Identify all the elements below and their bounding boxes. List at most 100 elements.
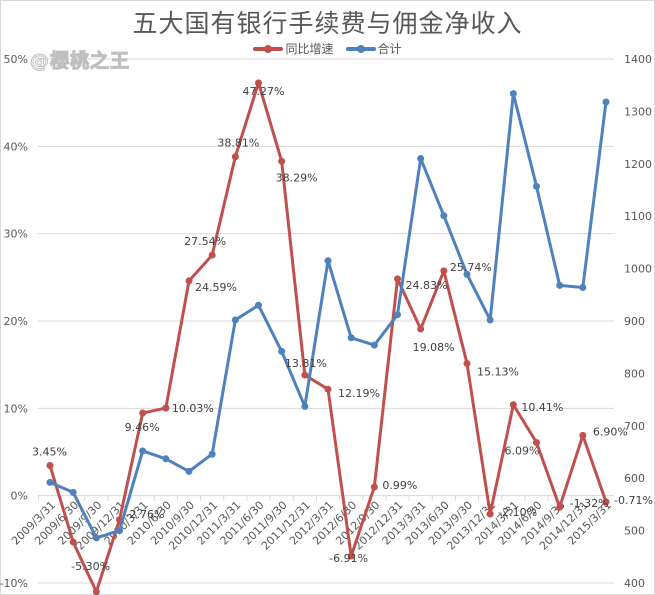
data-point-marker bbox=[231, 153, 239, 161]
data-point-marker bbox=[556, 503, 564, 511]
data-point-marker bbox=[231, 316, 239, 324]
right-axis-tick: 400 bbox=[624, 577, 645, 590]
data-label: 38.81% bbox=[217, 137, 259, 150]
left-axis-tick: 20% bbox=[4, 315, 28, 328]
data-label: 9.46% bbox=[125, 421, 160, 434]
data-point-marker bbox=[463, 360, 471, 368]
data-point-marker bbox=[324, 257, 332, 265]
data-point-marker bbox=[46, 462, 54, 470]
left-axis-tick: -10% bbox=[0, 577, 28, 590]
data-point-marker bbox=[347, 552, 355, 560]
data-point-marker bbox=[46, 478, 54, 486]
data-label: -2.76% bbox=[126, 508, 165, 521]
right-axis-tick: 1400 bbox=[624, 53, 652, 66]
data-label: 13.81% bbox=[285, 357, 327, 370]
data-point-marker bbox=[394, 311, 401, 319]
data-label: 10.41% bbox=[521, 401, 563, 414]
data-point-marker bbox=[185, 467, 193, 475]
right-axis-tick: 1300 bbox=[624, 105, 652, 118]
left-axis-tick: 30% bbox=[4, 228, 28, 241]
data-point-marker bbox=[602, 98, 610, 106]
data-point-marker bbox=[486, 510, 494, 518]
legend-label: 同比增速 bbox=[285, 42, 334, 56]
data-label: 0.99% bbox=[382, 479, 417, 492]
data-label: 25.74% bbox=[450, 261, 492, 274]
data-label: 24.59% bbox=[195, 281, 237, 294]
data-point-marker bbox=[139, 447, 147, 455]
right-axis-tick: 1100 bbox=[624, 210, 652, 223]
data-point-marker bbox=[370, 341, 378, 349]
data-point-marker bbox=[162, 404, 170, 412]
right-axis-tick: 800 bbox=[624, 367, 645, 380]
data-point-marker bbox=[139, 409, 147, 417]
data-label: 3.45% bbox=[32, 446, 67, 459]
data-point-marker bbox=[417, 155, 425, 163]
data-point-marker bbox=[162, 455, 170, 463]
data-label: 38.29% bbox=[276, 171, 318, 184]
left-axis-tick: 50% bbox=[4, 53, 28, 66]
data-point-marker bbox=[602, 498, 610, 506]
data-point-marker bbox=[278, 347, 286, 355]
data-label: 10.03% bbox=[172, 402, 214, 415]
right-axis-tick: 1000 bbox=[624, 263, 652, 276]
data-point-marker bbox=[301, 371, 309, 379]
data-label: 15.13% bbox=[477, 366, 519, 379]
data-point-marker bbox=[69, 538, 77, 546]
data-point-marker bbox=[417, 325, 425, 333]
data-point-marker bbox=[347, 334, 355, 342]
data-point-marker bbox=[208, 450, 216, 458]
left-axis-tick: 10% bbox=[4, 402, 28, 415]
data-point-marker bbox=[509, 401, 517, 409]
right-axis-tick: 700 bbox=[624, 420, 645, 433]
right-axis-tick: 900 bbox=[624, 315, 645, 328]
data-point-marker bbox=[533, 182, 540, 190]
data-point-marker bbox=[579, 431, 587, 439]
data-point-marker bbox=[533, 438, 540, 446]
left-axis-tick: 40% bbox=[4, 140, 28, 153]
data-point-marker bbox=[486, 316, 494, 324]
data-label: 6.90% bbox=[593, 425, 628, 438]
data-label: -6.91% bbox=[329, 552, 368, 565]
data-point-marker bbox=[463, 270, 471, 278]
data-point-marker bbox=[255, 79, 262, 87]
legend-item-growth[interactable]: 同比增速 bbox=[253, 40, 334, 57]
right-axis-tick: 1200 bbox=[624, 158, 652, 171]
right-axis-tick: 600 bbox=[624, 472, 645, 485]
watermark: @樱桃之王 bbox=[29, 50, 131, 73]
data-point-marker bbox=[440, 267, 448, 275]
data-point-marker bbox=[255, 301, 262, 309]
data-label: 19.08% bbox=[413, 341, 455, 354]
data-label: 27.54% bbox=[184, 235, 226, 248]
data-point-marker bbox=[69, 488, 77, 496]
data-point-marker bbox=[324, 385, 332, 393]
data-point-marker bbox=[116, 527, 123, 535]
data-point-marker bbox=[208, 251, 216, 259]
data-label: -5.30% bbox=[71, 560, 110, 573]
data-point-marker bbox=[509, 90, 517, 98]
data-label: -1.32% bbox=[570, 497, 609, 510]
data-label: 24.83% bbox=[406, 279, 448, 292]
legend-line-marker-icon bbox=[345, 44, 376, 53]
data-label: 6.09% bbox=[505, 444, 540, 457]
data-point-marker bbox=[440, 212, 448, 220]
data-point-marker bbox=[92, 534, 100, 542]
legend-line-marker-icon bbox=[253, 44, 284, 53]
legend-label: 合计 bbox=[377, 42, 402, 56]
data-label: 12.19% bbox=[338, 387, 380, 400]
data-label: 47.27% bbox=[243, 85, 285, 98]
data-label: -2.10% bbox=[498, 506, 537, 519]
legend-item-total[interactable]: 合计 bbox=[345, 40, 402, 57]
data-point-marker bbox=[278, 157, 286, 165]
data-point-marker bbox=[301, 402, 309, 410]
data-point-marker bbox=[556, 281, 564, 289]
data-point-marker bbox=[394, 275, 401, 283]
left-axis-tick: 0% bbox=[11, 490, 28, 503]
total-line bbox=[49, 92, 608, 540]
data-point-marker bbox=[185, 277, 193, 285]
right-axis-tick: 500 bbox=[624, 525, 645, 538]
chart-title: 五大国有银行手续费与佣金净收入 bbox=[132, 9, 523, 38]
data-point-marker bbox=[370, 483, 378, 491]
chart-legend: 同比增速 合计 bbox=[0, 40, 655, 57]
data-point-marker bbox=[579, 283, 587, 291]
